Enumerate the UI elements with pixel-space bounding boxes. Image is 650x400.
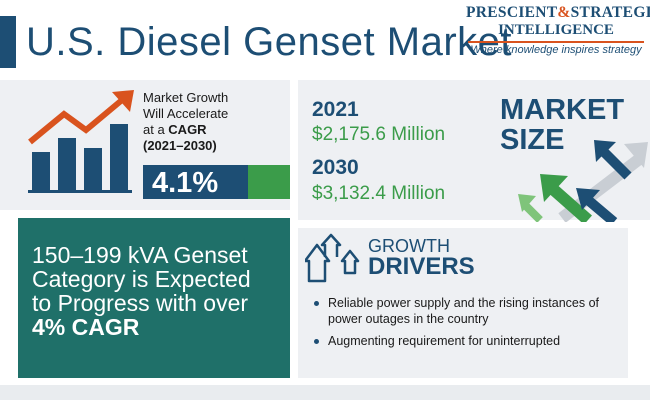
- trend-arrow-line: [28, 97, 124, 145]
- arrow-navy-upper-head: [594, 140, 616, 162]
- logo-tagline: Where knowledge inspires strategy: [470, 44, 642, 56]
- rising-arrows-icon: [518, 140, 648, 222]
- chart-baseline: [28, 190, 132, 193]
- page-title: U.S. Diesel Genset Market: [26, 20, 512, 64]
- footer-strip: [0, 385, 650, 400]
- segment-line2: Category is Expected: [32, 266, 251, 292]
- chart-bar-4: [110, 124, 128, 190]
- cagr-line2: Will Accelerate: [143, 106, 229, 121]
- bullet-icon: [314, 339, 319, 344]
- logo-ampersand: &: [557, 4, 571, 21]
- drivers-heading-line2: DRIVERS: [368, 253, 475, 280]
- arrow-navy-upper-shaft: [600, 148, 632, 180]
- driver-arrow-small: [340, 249, 360, 275]
- driver-item: Reliable power supply and the rising ins…: [312, 296, 622, 327]
- arrow-navy-lower-head: [576, 188, 600, 210]
- company-logo: PRESCIENT&STRATEGIC INTELLIGENCE Where k…: [466, 4, 650, 68]
- driver-item-text: Reliable power supply and the rising ins…: [328, 296, 599, 326]
- trend-arrow-head: [112, 90, 134, 112]
- market-year-2030: 2030: [312, 156, 359, 179]
- market-amount-2030: $3,132.4 Million: [312, 183, 446, 204]
- logo-rule: [468, 41, 644, 43]
- cagr-period: (2021–2030): [143, 138, 217, 153]
- segment-text: 150–199 kVA Genset Category is Expected …: [32, 243, 282, 339]
- drivers-heading-line1: GROWTH: [368, 236, 450, 256]
- arrow-green-shaft: [550, 185, 592, 222]
- cagr-value: 4.1%: [152, 167, 219, 199]
- bullet-icon: [314, 301, 319, 306]
- market-size-label: MARKET SIZE: [500, 95, 630, 155]
- logo-name-part1: PRESCIENT: [466, 4, 558, 21]
- market-year-2021: 2021: [312, 98, 359, 121]
- driver-item-text: Augmenting requirement for uninterrupted: [328, 334, 561, 348]
- driver-item: Augmenting requirement for uninterrupted: [312, 334, 622, 350]
- market-size-label-line2: SIZE: [500, 124, 565, 156]
- arrow-navy-lower-shaft: [584, 196, 618, 222]
- chart-bar-2: [58, 138, 76, 190]
- arrow-lightgreen-shaft: [523, 203, 543, 222]
- cagr-line1: Market Growth: [143, 90, 229, 105]
- market-amount-2021: $2,175.6 Million: [312, 124, 446, 145]
- driver-arrow-large: [305, 243, 331, 283]
- driver-arrow-medium: [320, 233, 342, 257]
- logo-name-line2: INTELLIGENCE: [498, 22, 614, 38]
- arrow-lightgreen-head: [518, 194, 536, 212]
- logo-name-line1: PRESCIENT&STRATEGIC: [466, 4, 650, 22]
- cagr-line3-bold: CAGR: [168, 122, 207, 137]
- drivers-list: Reliable power supply and the rising ins…: [312, 296, 622, 357]
- arrow-green-head: [540, 174, 568, 202]
- cagr-accent-bar: [248, 165, 290, 199]
- logo-name-part2: STRATEGIC: [570, 4, 650, 21]
- chart-bar-3: [84, 148, 102, 190]
- cagr-description: Market Growth Will Accelerate at a CAGR …: [143, 90, 288, 154]
- cagr-value-box: [143, 165, 248, 199]
- cagr-line3: at a CAGR: [143, 122, 288, 138]
- growth-chart-icon: [28, 90, 134, 193]
- market-size-label-line1: MARKET: [500, 94, 625, 126]
- segment-highlight: 4% CAGR: [32, 314, 140, 340]
- segment-line1: 150–199 kVA Genset: [32, 242, 248, 268]
- growth-drivers-icon: [305, 233, 360, 283]
- chart-bar-1: [32, 152, 50, 190]
- arrow-grey-head: [624, 142, 648, 168]
- segment-panel: [18, 218, 290, 378]
- cagr-line3-prefix: at a: [143, 122, 169, 137]
- title-accent-bar: [0, 16, 16, 68]
- segment-line3: to Progress with over: [32, 290, 249, 316]
